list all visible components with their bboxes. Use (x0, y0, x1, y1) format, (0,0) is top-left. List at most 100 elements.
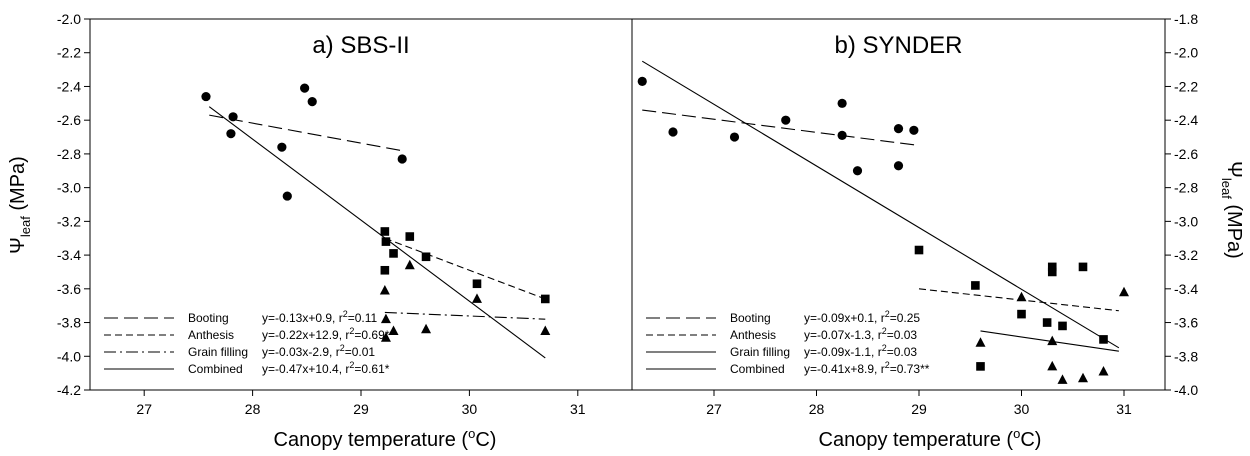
legend-label: Combined (188, 362, 243, 376)
legend-equation: y=-0.13x+0.9, r2=0.11 (262, 309, 378, 325)
point-booting (781, 115, 791, 125)
y-tick-label: -2.8 (1174, 180, 1198, 196)
y-tick-label: -1.8 (1174, 11, 1198, 27)
point-booting (277, 142, 287, 152)
fit-line-combined (208, 106, 546, 359)
point-grain-filling (1047, 335, 1058, 346)
y-tick-label: -2.2 (1174, 78, 1198, 94)
y-tick-label: -3.4 (1174, 281, 1198, 297)
x-tick-label: 28 (245, 401, 261, 417)
y-tick-label: -4.0 (1174, 382, 1198, 398)
fit-line-grain-filling (384, 311, 546, 320)
point-anthesis (1078, 262, 1088, 272)
panel-title: a) SBS-II (312, 32, 409, 59)
y-tick-label: -2.0 (57, 11, 81, 27)
point-anthesis (1042, 318, 1052, 327)
point-anthesis (1047, 262, 1057, 272)
legend-equation: y=-0.41x+8.9, r2=0.73** (804, 360, 930, 376)
fit-line-booting (209, 114, 402, 152)
point-anthesis (380, 265, 390, 275)
y-tick-label: -2.6 (57, 112, 81, 128)
point-grain-filling (1047, 360, 1058, 371)
y-axis-title-left: Ψleaf (MPa) (7, 156, 33, 254)
fit-line-anthesis (384, 237, 546, 300)
point-grain-filling (540, 325, 551, 335)
legend-equation: y=-0.22x+12.9, r2=0.69** (262, 326, 394, 342)
point-grain-filling (1016, 291, 1027, 302)
point-grain-filling (1078, 372, 1088, 383)
point-booting (282, 191, 292, 201)
point-anthesis (914, 245, 924, 255)
point-grain-filling (471, 293, 482, 303)
legend-label: Booting (730, 311, 771, 325)
y-axis-title-right: Ψleaf (MPa) (1219, 161, 1245, 259)
y-tick-label: -3.0 (1174, 213, 1198, 229)
point-grain-filling (388, 325, 399, 335)
point-grain-filling (975, 337, 986, 347)
legend-label: Anthesis (730, 328, 776, 342)
point-grain-filling (380, 313, 391, 324)
y-tick-label: -2.4 (1174, 112, 1198, 128)
y-tick-label: -3.4 (57, 247, 81, 263)
point-anthesis (472, 279, 482, 289)
point-booting (909, 125, 919, 135)
x-tick-label: 31 (570, 401, 586, 417)
point-booting (729, 132, 740, 142)
x-tick-label: 28 (809, 401, 825, 417)
point-grain-filling (380, 332, 391, 342)
y-tick-label: -2.0 (1174, 45, 1198, 61)
plot-frame (631, 18, 1166, 391)
point-grain-filling (1057, 374, 1068, 384)
point-anthesis (421, 252, 431, 262)
x-tick-label: 31 (1116, 401, 1132, 417)
y-tick-label: -2.6 (1174, 146, 1198, 162)
point-booting (852, 166, 863, 176)
fit-line-booting (642, 109, 920, 147)
point-grain-filling (404, 259, 415, 270)
point-booting (201, 91, 211, 102)
x-axis-title-left: Canopy temperature (oC) (274, 426, 497, 451)
point-anthesis (1099, 335, 1108, 344)
point-booting (228, 112, 238, 122)
panel-b: 27 28 29 30 31 -4.0 -3.8 -3.6 -3.4 -3.2 -3.0 -2.8 -2… (631, 11, 1198, 417)
legend: Booting y=-0.09x+0.1, r2=0.25 Anthesis y=-0… (646, 309, 930, 376)
y-tick-label: -4.2 (57, 382, 81, 398)
point-booting (226, 129, 236, 139)
point-anthesis (389, 249, 398, 258)
legend-label: Booting (188, 311, 229, 325)
legend-label: Anthesis (188, 328, 234, 342)
point-grain-filling (1098, 365, 1109, 376)
y-tick-label: -2.8 (57, 146, 81, 162)
panel-title: b) SYNDER (834, 32, 962, 59)
point-booting (397, 154, 407, 164)
y-tick-label: -2.4 (57, 78, 81, 94)
fit-line-combined (641, 60, 1120, 349)
point-anthesis (540, 294, 550, 304)
x-tick-label: 29 (911, 401, 927, 417)
y-tick-label: -3.8 (1174, 348, 1198, 364)
x-tick-label: 29 (353, 401, 369, 417)
y-tick-label: -3.2 (57, 213, 81, 229)
point-anthesis (1047, 267, 1057, 277)
y-tick-label: -3.0 (57, 180, 81, 196)
point-booting (300, 83, 310, 93)
point-booting (893, 124, 904, 134)
legend-equation: y=-0.47x+10.4, r2=0.61* (262, 360, 390, 376)
panels-layer: 27 28 29 30 31 -4.2 -4.0 -3.8 -3.6 -3.4 -3.2 -3.0 -2… (57, 11, 1198, 417)
y-tick-label: -4.0 (57, 348, 81, 364)
point-booting (893, 161, 904, 171)
point-grain-filling (1119, 286, 1129, 297)
legend-label: Grain filling (188, 345, 248, 359)
legend-equation: y=-0.09x-1.1, r2=0.03 (804, 343, 917, 359)
point-anthesis (380, 227, 390, 236)
point-anthesis (976, 362, 985, 371)
legend: Booting y=-0.13x+0.9, r2=0.11 Anthesis y=-0… (104, 309, 394, 376)
point-grain-filling (421, 323, 432, 334)
point-grain-filling (379, 285, 390, 295)
x-axis-title-right: Canopy temperature (oC) (819, 426, 1042, 451)
y-tick-label: -2.2 (57, 45, 81, 61)
legend-label: Grain filling (730, 345, 790, 359)
point-anthesis (1017, 309, 1026, 319)
y-tick-label: -3.6 (1174, 315, 1198, 331)
